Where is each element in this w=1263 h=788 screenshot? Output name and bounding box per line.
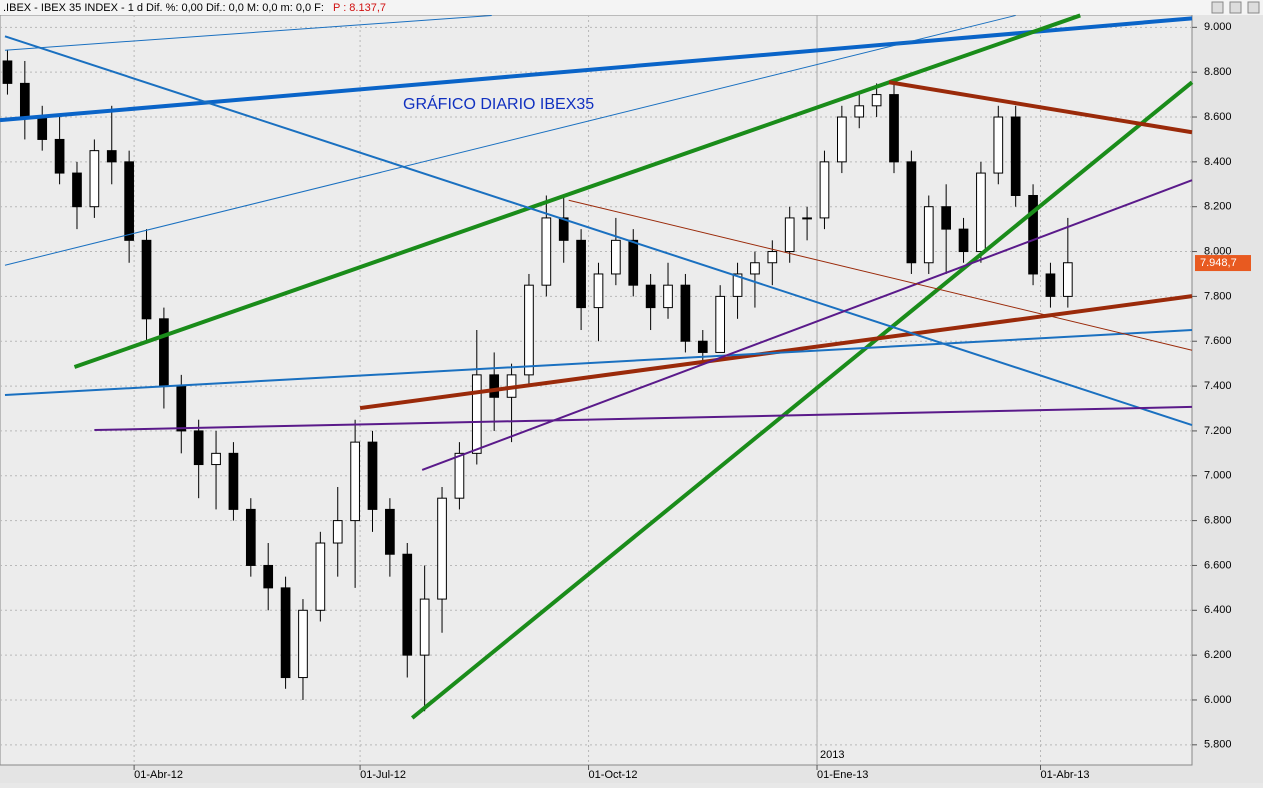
candle-body (629, 240, 638, 285)
y-tick-label: 7.800 (1204, 290, 1232, 302)
candle-body (3, 61, 12, 83)
candle-body (107, 151, 116, 162)
y-tick-label: 6.400 (1204, 604, 1232, 616)
candle-body (959, 229, 968, 251)
candle-body (942, 207, 951, 229)
candle-body (664, 285, 673, 307)
candle-body (890, 95, 899, 162)
candle-body (125, 162, 134, 240)
candle-body (698, 341, 707, 352)
candle-body (751, 263, 760, 274)
y-tick-label: 6.800 (1204, 515, 1232, 527)
candle-body (438, 498, 447, 599)
candle-body (264, 565, 273, 587)
candle-body (838, 117, 847, 162)
y-tick-label: 6.600 (1204, 559, 1232, 571)
x-tick-label: 01-Ene-13 (817, 769, 868, 781)
y-tick-label: 8.800 (1204, 66, 1232, 78)
candle-body (20, 83, 29, 117)
candle-body (472, 375, 481, 453)
y-tick-label: 8.200 (1204, 201, 1232, 213)
candle-body (525, 285, 534, 375)
close-button[interactable] (1248, 2, 1259, 13)
y-tick-label: 8.400 (1204, 156, 1232, 168)
window-buttons[interactable] (1212, 2, 1259, 13)
y-tick-label: 7.600 (1204, 335, 1232, 347)
candle-body (212, 453, 221, 464)
x-tick-label: 01-Abr-12 (134, 769, 183, 781)
candle-body (803, 218, 812, 219)
candle-body (246, 509, 255, 565)
candle-body (403, 554, 412, 655)
candle-body (1046, 274, 1055, 296)
y-tick-label: 7.400 (1204, 380, 1232, 392)
x-tick-label: 01-Oct-12 (589, 769, 638, 781)
candle-body (768, 252, 777, 263)
candle-body (229, 453, 238, 509)
candle-body (785, 218, 794, 252)
candle-body (681, 285, 690, 341)
year-label: 2013 (820, 749, 844, 761)
last-price-label: 7.948,7 (1200, 257, 1237, 269)
candle-body (420, 599, 429, 655)
candle-body (1063, 263, 1072, 297)
x-tick-label: 01-Jul-12 (360, 769, 406, 781)
y-tick-label: 7.200 (1204, 425, 1232, 437)
candle-body (994, 117, 1003, 173)
candle-body (160, 319, 169, 386)
y-tick-label: 7.000 (1204, 470, 1232, 482)
candle-body (351, 442, 360, 520)
candle-body (55, 139, 64, 173)
header-price: P : 8.137,7 (333, 2, 386, 14)
candle-body (333, 521, 342, 543)
candle-body (368, 442, 377, 509)
candle-body (577, 240, 586, 307)
minimize-button[interactable] (1212, 2, 1223, 13)
candle-body (455, 453, 464, 498)
candle-body (820, 162, 829, 218)
candle-body (490, 375, 499, 397)
candle-body (73, 173, 82, 207)
y-tick-label: 5.800 (1204, 739, 1232, 751)
candle-body (316, 543, 325, 610)
candle-body (90, 151, 99, 207)
candle-body (281, 588, 290, 678)
candle-body (716, 296, 725, 352)
candle-body (924, 207, 933, 263)
candle-body (594, 274, 603, 308)
candle-body (38, 117, 47, 139)
y-tick-label: 9.000 (1204, 21, 1232, 33)
candle-body (142, 240, 151, 318)
y-tick-label: 6.200 (1204, 649, 1232, 661)
candle-body (855, 106, 864, 117)
candle-body (386, 509, 395, 554)
candle-body (977, 173, 986, 251)
candle-body (194, 431, 203, 465)
candle-body (907, 162, 916, 263)
chart-title: GRÁFICO DIARIO IBEX35 (403, 94, 594, 113)
candle-body (1011, 117, 1020, 195)
candle-body (646, 285, 655, 307)
candle-body (542, 218, 551, 285)
x-tick-label: 01-Abr-13 (1041, 769, 1090, 781)
maximize-button[interactable] (1230, 2, 1241, 13)
candle-body (872, 95, 881, 106)
candle-body (299, 610, 308, 677)
candle-body (612, 240, 621, 274)
y-tick-label: 8.600 (1204, 111, 1232, 123)
header-instrument: .IBEX - IBEX 35 INDEX - 1 d Dif. %: 0,00… (3, 2, 324, 14)
candle-body (177, 386, 186, 431)
y-tick-label: 6.000 (1204, 694, 1232, 706)
